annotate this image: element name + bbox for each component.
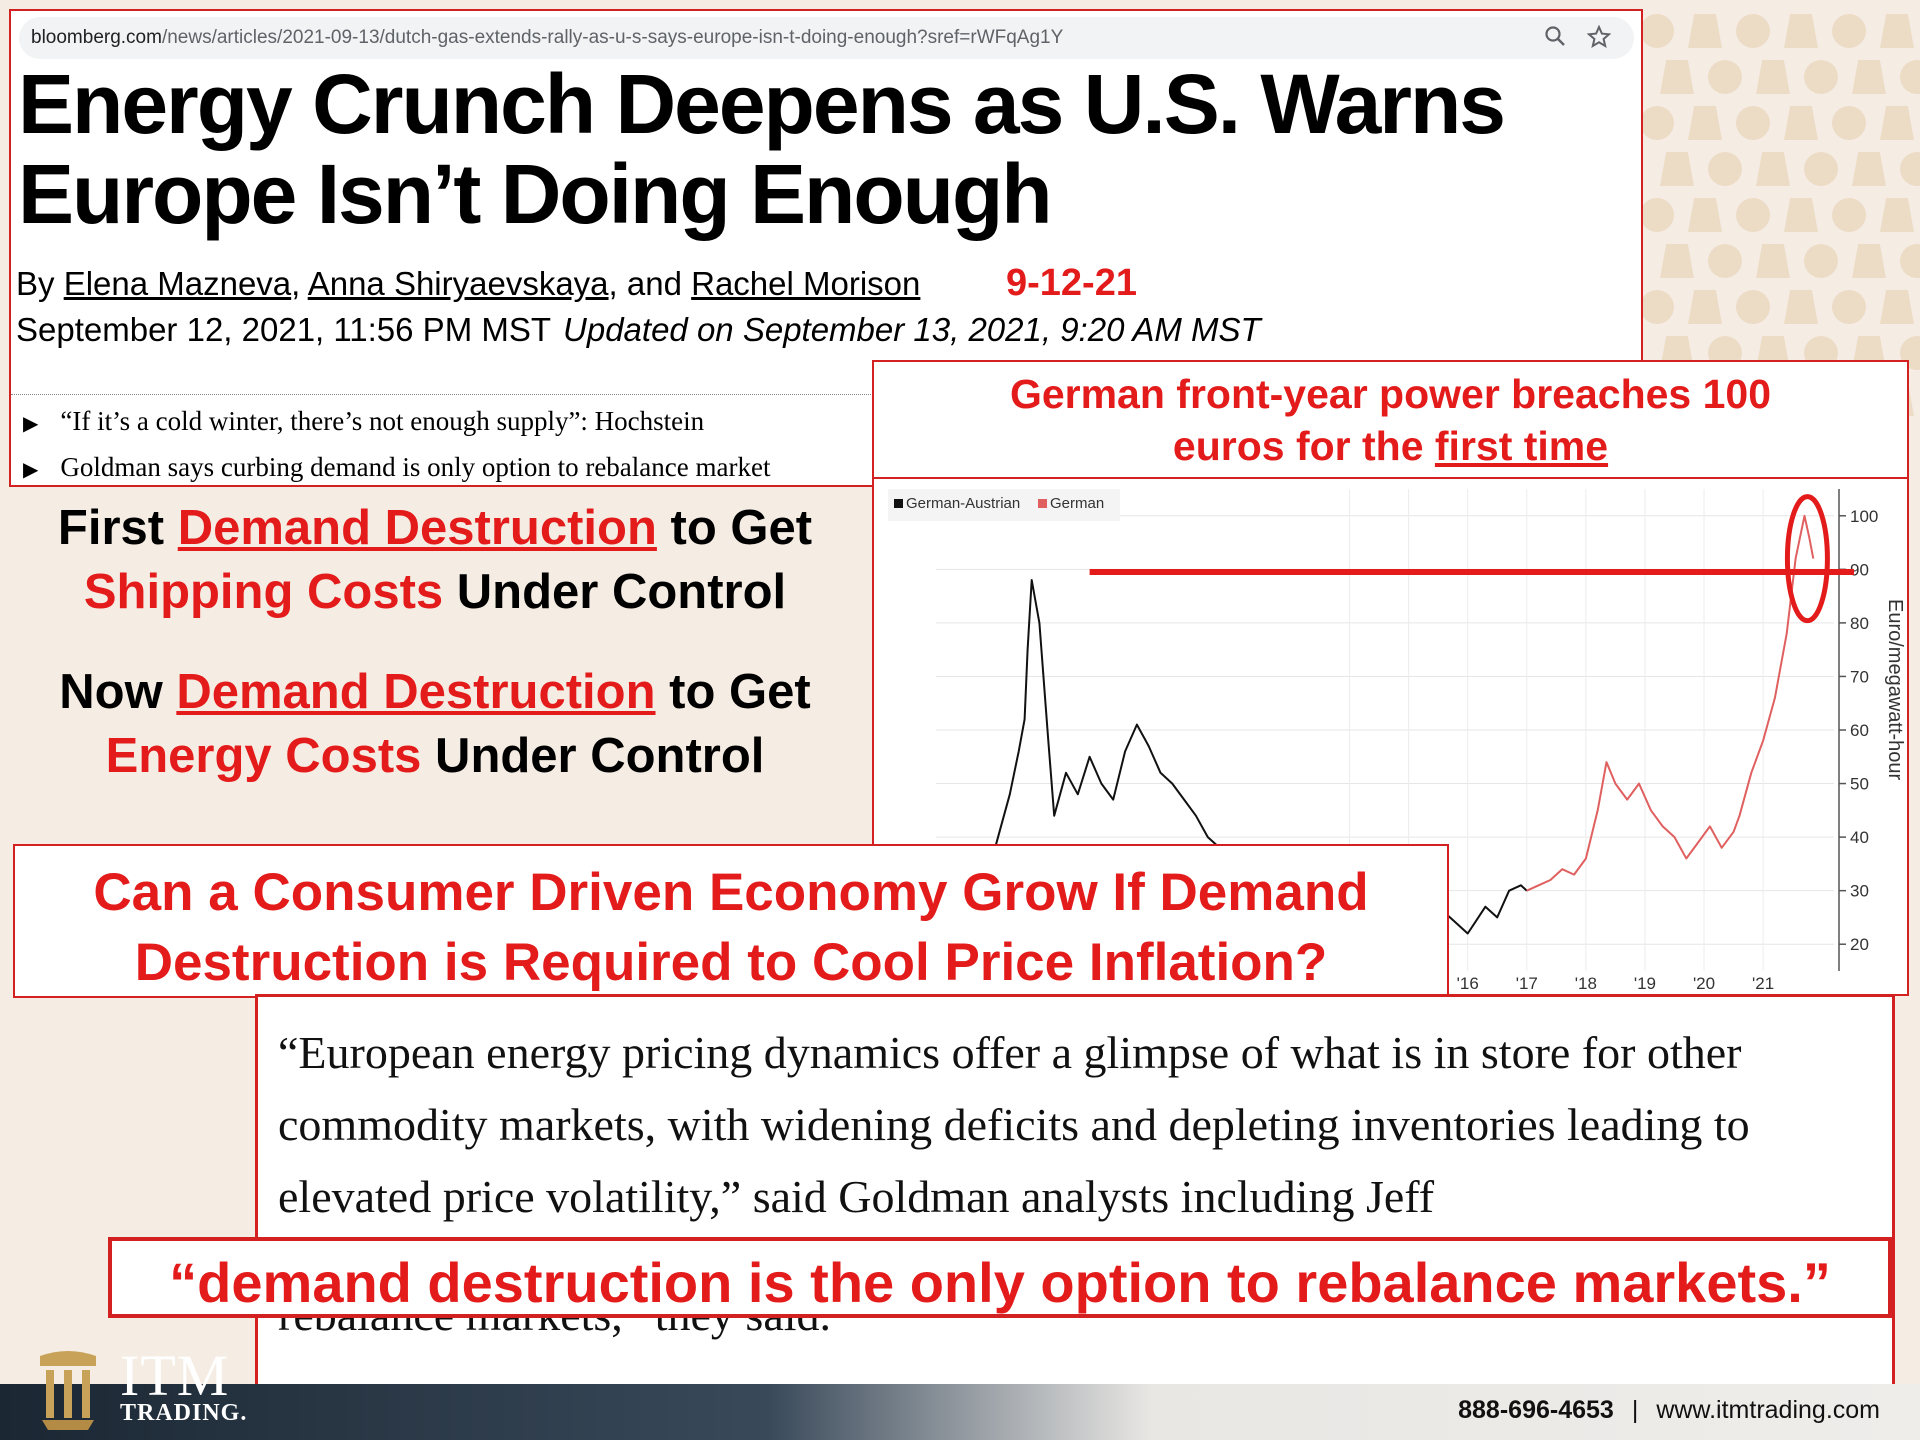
chart-title: German front-year power breaches 100 eur… bbox=[874, 362, 1907, 479]
y-tick-label: 60 bbox=[1850, 721, 1869, 740]
footer-bar: 888-696-4653 | www.itmtrading.com bbox=[0, 1384, 1920, 1440]
triangle-icon: ▶ bbox=[23, 459, 39, 481]
series-line bbox=[1526, 514, 1815, 892]
y-tick-label: 90 bbox=[1850, 560, 1869, 579]
contact-info: 888-696-4653 | www.itmtrading.com bbox=[1458, 1396, 1880, 1424]
x-tick-label: '16 bbox=[1457, 974, 1479, 993]
star-icon[interactable] bbox=[1586, 24, 1612, 55]
x-tick-label: '17 bbox=[1516, 974, 1538, 993]
price-chart: 2030405060708090100'14'15'16'17'18'19'20… bbox=[888, 489, 1906, 993]
legend-label: German bbox=[1050, 495, 1104, 512]
triangle-icon: ▶ bbox=[23, 413, 39, 435]
background-pattern bbox=[1630, 0, 1920, 420]
list-item: ▶ “If it’s a cold winter, there’s not eno… bbox=[23, 406, 705, 436]
y-tick-label: 100 bbox=[1850, 507, 1878, 526]
quote-text: “European energy pricing dynamics offer … bbox=[278, 1027, 1750, 1340]
legend-swatch bbox=[894, 499, 903, 508]
left-text-2: Now Demand Destruction to Get Energy Cos… bbox=[59, 665, 811, 783]
callout-box: “demand destruction is the only option t… bbox=[108, 1237, 1892, 1318]
callout-text: “demand destruction is the only option t… bbox=[169, 1251, 1831, 1314]
list-item: ▶ Goldman says curbing demand is only opt… bbox=[23, 452, 771, 482]
legend-label: German-Austrian bbox=[906, 495, 1020, 512]
article-bullets: ▶ “If it’s a cold winter, there’s not eno… bbox=[11, 394, 881, 487]
y-tick-label: 40 bbox=[1850, 828, 1869, 847]
author-link[interactable]: Anna Shiryaevskaya bbox=[307, 265, 609, 302]
annotation-circle bbox=[1784, 494, 1830, 624]
author-link[interactable]: Rachel Morison bbox=[691, 265, 921, 302]
article-screenshot: bloomberg.com/news/articles/2021-09-13/d… bbox=[9, 9, 1643, 487]
x-tick-label: '20 bbox=[1693, 974, 1715, 993]
address-bar[interactable]: bloomberg.com/news/articles/2021-09-13/d… bbox=[19, 17, 1634, 59]
headline: Energy Crunch Deepens as U.S. Warns Euro… bbox=[18, 57, 1506, 241]
byline: By Elena Mazneva, Anna Shiryaevskaya, an… bbox=[16, 265, 921, 302]
magnifier-icon[interactable] bbox=[1544, 25, 1566, 53]
quote-box: “European energy pricing dynamics offer … bbox=[255, 994, 1895, 1392]
dateline: September 12, 2021, 11:56 PM MST Updated … bbox=[16, 311, 1261, 348]
phone-number[interactable]: 888-696-4653 bbox=[1458, 1396, 1614, 1424]
legend-box bbox=[888, 489, 1120, 521]
x-tick-label: '18 bbox=[1575, 974, 1597, 993]
annotation-date: 9-12-21 bbox=[1006, 262, 1137, 304]
legend-swatch bbox=[1038, 499, 1047, 508]
itm-logo: ITM TRADING. bbox=[38, 1342, 258, 1434]
y-tick-label: 30 bbox=[1850, 882, 1869, 901]
question-text: Can a Consumer Driven Economy Grow If De… bbox=[93, 863, 1369, 992]
y-tick-label: 70 bbox=[1850, 667, 1869, 686]
left-text-1: First Demand Destruction to Get Shipping… bbox=[57, 501, 813, 619]
question-box: Can a Consumer Driven Economy Grow If De… bbox=[13, 844, 1449, 998]
y-axis-label: Euro/megawatt-hour bbox=[1884, 599, 1906, 781]
column-icon bbox=[40, 1351, 96, 1430]
author-link[interactable]: Elena Mazneva bbox=[63, 265, 292, 302]
x-tick-label: '21 bbox=[1752, 974, 1774, 993]
y-tick-label: 20 bbox=[1850, 935, 1869, 954]
x-tick-label: '19 bbox=[1634, 974, 1656, 993]
url-text[interactable]: bloomberg.com/news/articles/2021-09-13/d… bbox=[31, 27, 1064, 48]
website-link[interactable]: www.itmtrading.com bbox=[1656, 1396, 1880, 1424]
y-tick-label: 50 bbox=[1850, 775, 1869, 794]
y-tick-label: 80 bbox=[1850, 614, 1869, 633]
